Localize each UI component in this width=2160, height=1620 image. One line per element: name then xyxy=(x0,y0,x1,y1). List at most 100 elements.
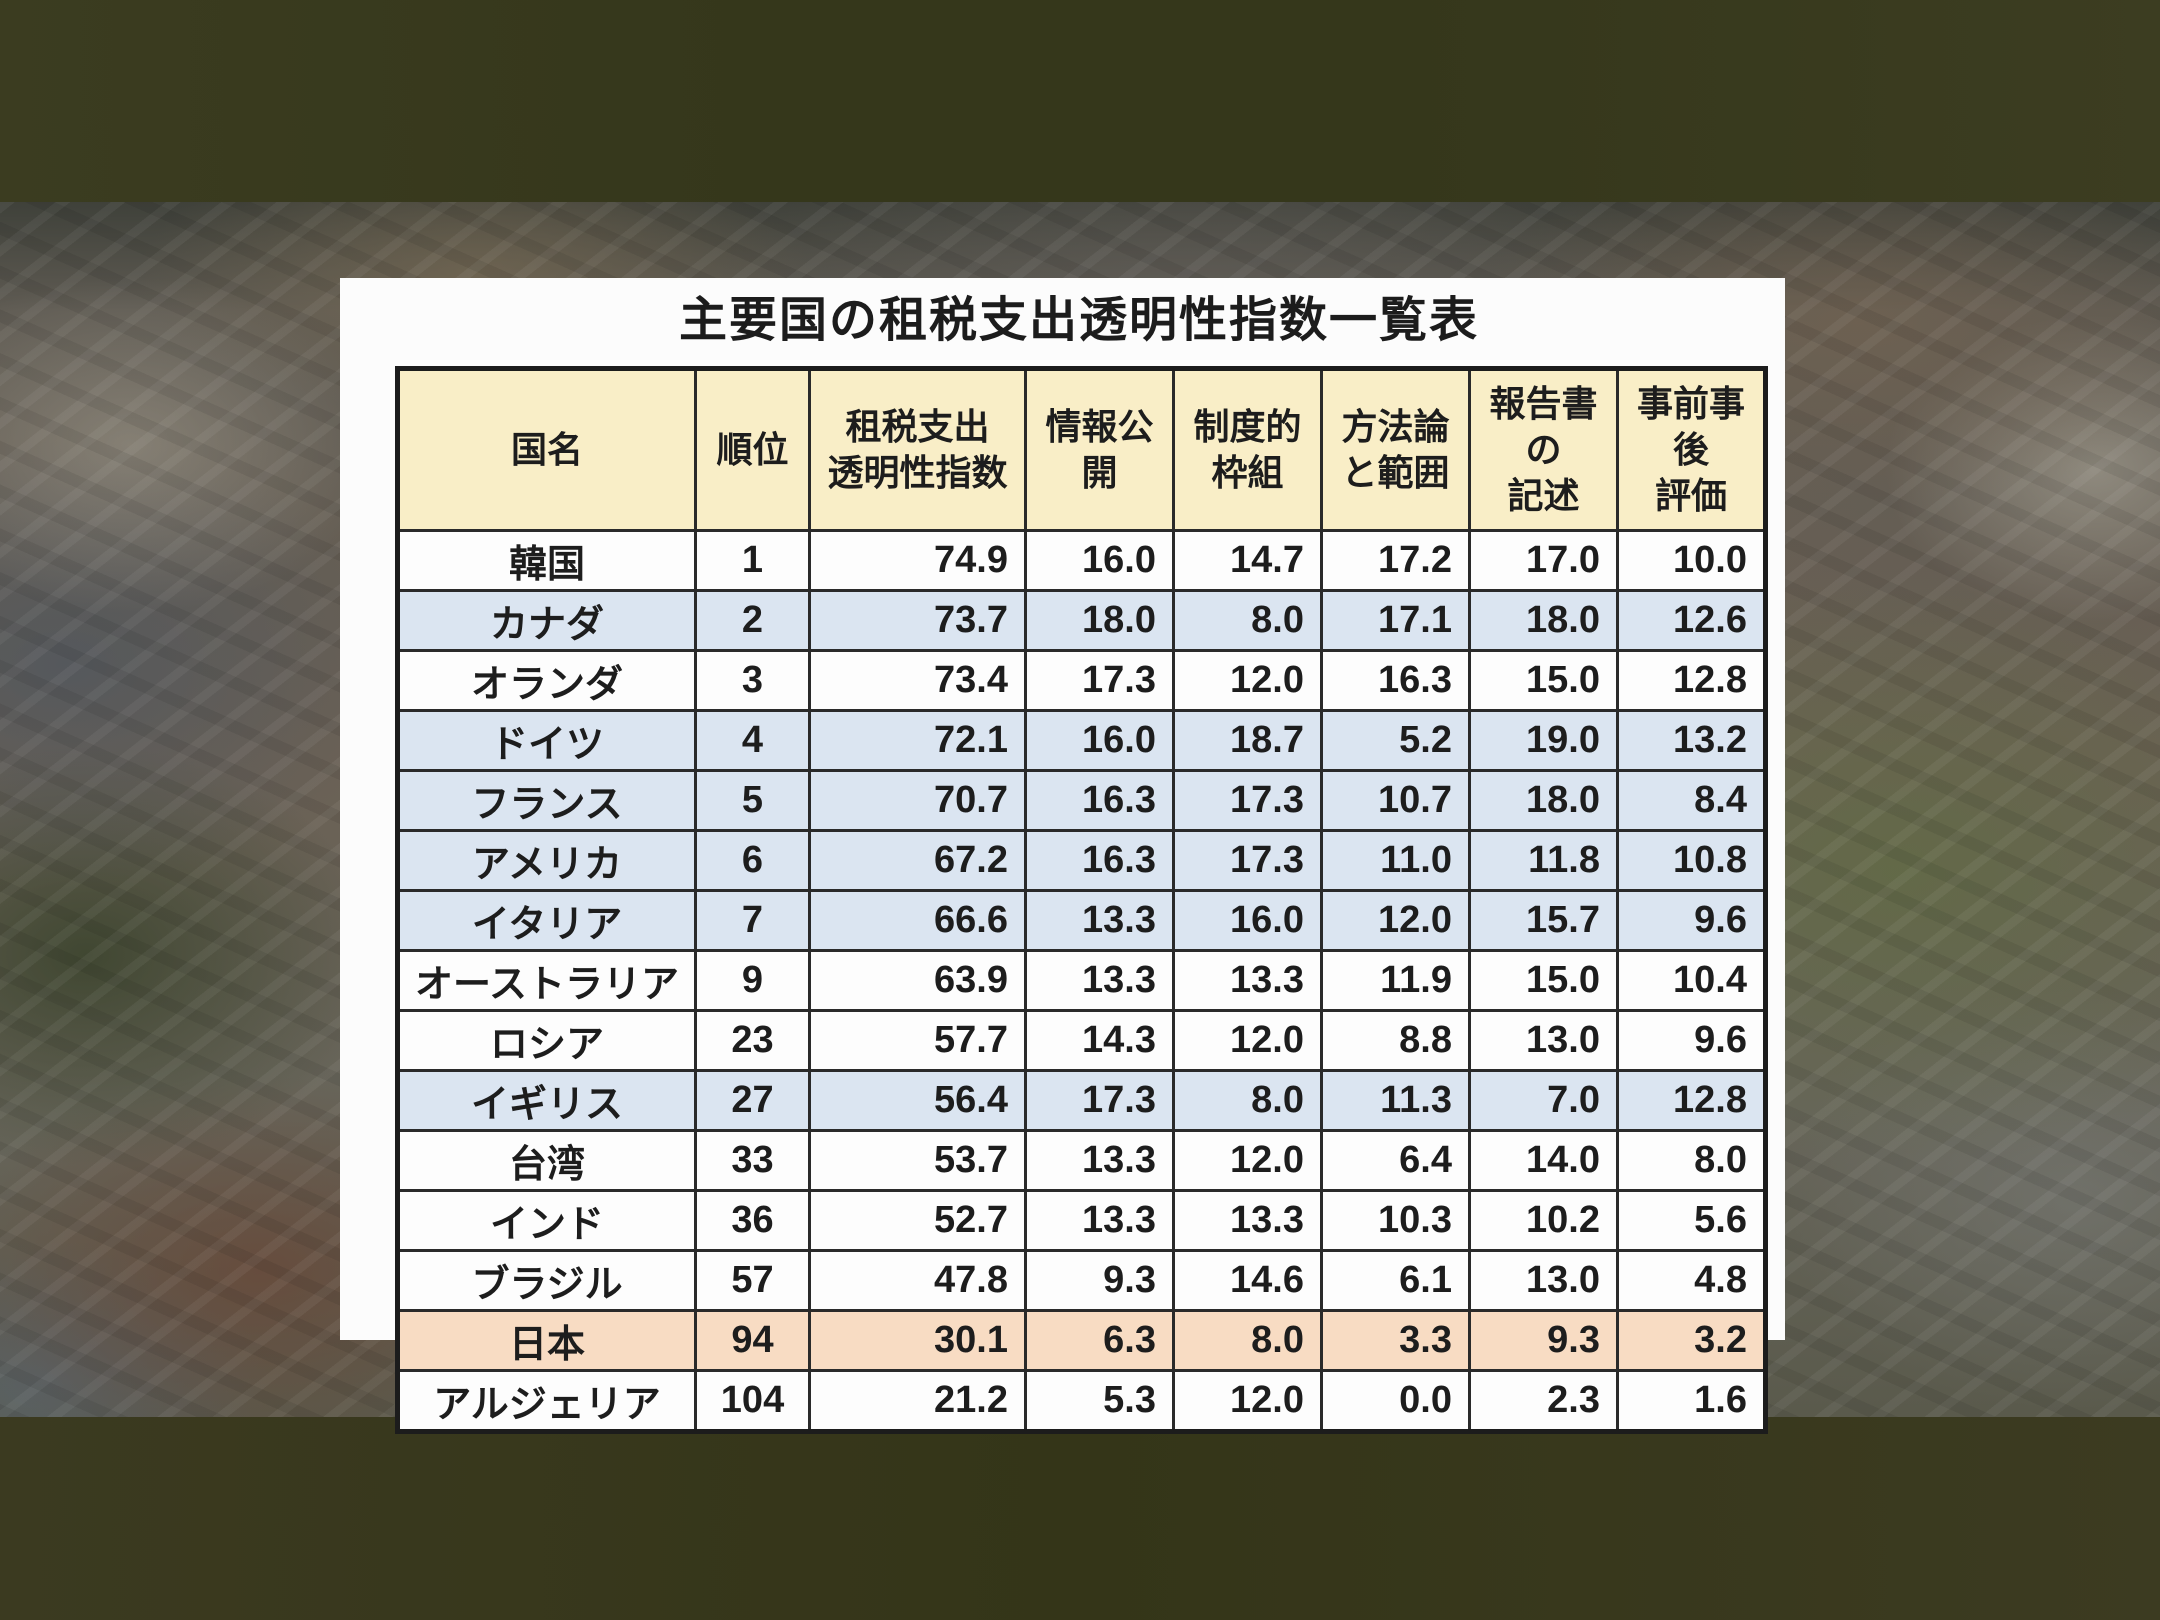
cell-evaluation: 8.0 xyxy=(1616,1129,1767,1192)
cell-disclosure: 16.0 xyxy=(1024,529,1175,592)
cell-methodology: 11.3 xyxy=(1320,1069,1471,1132)
cell-index: 72.1 xyxy=(808,709,1027,772)
cell-country: アメリカ xyxy=(396,829,697,892)
cell-index: 47.8 xyxy=(808,1249,1027,1312)
cell-disclosure: 16.3 xyxy=(1024,829,1175,892)
table-row-オーストラリア: オーストラリア 9 63.9 13.3 13.3 11.9 15.0 10.4 xyxy=(396,949,1767,1012)
cell-rank: 5 xyxy=(694,769,811,832)
cell-index: 73.7 xyxy=(808,589,1027,652)
cell-framework: 13.3 xyxy=(1172,1189,1323,1252)
cell-rank: 7 xyxy=(694,889,811,952)
cell-rank: 104 xyxy=(694,1369,811,1433)
cell-evaluation: 4.8 xyxy=(1616,1249,1767,1312)
cell-rank: 23 xyxy=(694,1009,811,1072)
cell-methodology: 17.2 xyxy=(1320,529,1471,592)
cell-rank: 57 xyxy=(694,1249,811,1312)
table-row-台湾: 台湾 33 53.7 13.3 12.0 6.4 14.0 8.0 xyxy=(396,1129,1767,1192)
cell-framework: 8.0 xyxy=(1172,589,1323,652)
table-card: 主要国の租税支出透明性指数一覧表 国名 順位 租税支出 透明性指数 情報公開 制度的 枠組方… xyxy=(340,278,1785,1434)
cell-index: 53.7 xyxy=(808,1129,1027,1192)
cell-rank: 2 xyxy=(694,589,811,652)
cell-report: 7.0 xyxy=(1468,1069,1619,1132)
cell-rank: 27 xyxy=(694,1069,811,1132)
cell-rank: 1 xyxy=(694,529,811,592)
top-letterbox xyxy=(0,0,2160,202)
table-header-row: 国名 順位 租税支出 透明性指数 情報公開 制度的 枠組 方法論 と範囲 報告書の 記述 事前事後 評価 xyxy=(396,367,1767,532)
table-row-日本: 日本 94 30.1 6.3 8.0 3.3 9.3 3.2 xyxy=(396,1309,1767,1372)
cell-framework: 18.7 xyxy=(1172,709,1323,772)
table-row-オランダ: オランダ 3 73.4 17.3 12.0 16.3 15.0 12.8 xyxy=(396,649,1767,712)
cell-country: アルジェリア xyxy=(396,1369,697,1433)
cell-evaluation: 9.6 xyxy=(1616,1009,1767,1072)
cell-framework: 14.6 xyxy=(1172,1249,1323,1312)
cell-framework: 8.0 xyxy=(1172,1069,1323,1132)
cell-index: 21.2 xyxy=(808,1369,1027,1433)
cell-report: 14.0 xyxy=(1468,1129,1619,1192)
table-row-イタリア: イタリア 7 66.6 13.3 16.0 12.0 15.7 9.6 xyxy=(396,889,1767,952)
cell-index: 57.7 xyxy=(808,1009,1027,1072)
cell-country: ドイツ xyxy=(396,709,697,772)
table-row-ブラジル: ブラジル 57 47.8 9.3 14.6 6.1 13.0 4.8 xyxy=(396,1249,1767,1312)
cell-evaluation: 8.4 xyxy=(1616,769,1767,832)
bottom-letterbox xyxy=(0,1417,2160,1620)
cell-country: 日本 xyxy=(396,1309,697,1372)
cell-index: 67.2 xyxy=(808,829,1027,892)
cell-framework: 12.0 xyxy=(1172,1369,1323,1433)
cell-report: 18.0 xyxy=(1468,769,1619,832)
cell-evaluation: 3.2 xyxy=(1616,1309,1767,1372)
column-header-country: 国名 xyxy=(396,367,697,532)
cell-disclosure: 13.3 xyxy=(1024,1129,1175,1192)
column-header-rank: 順位 xyxy=(694,367,811,532)
table-row-アメリカ: アメリカ 6 67.2 16.3 17.3 11.0 11.8 10.8 xyxy=(396,829,1767,892)
cell-framework: 12.0 xyxy=(1172,1009,1323,1072)
cell-disclosure: 13.3 xyxy=(1024,1189,1175,1252)
cell-rank: 33 xyxy=(694,1129,811,1192)
cell-evaluation: 10.4 xyxy=(1616,949,1767,1012)
cell-country: イギリス xyxy=(396,1069,697,1132)
cell-methodology: 5.2 xyxy=(1320,709,1471,772)
cell-report: 11.8 xyxy=(1468,829,1619,892)
cell-country: 韓国 xyxy=(396,529,697,592)
cell-evaluation: 9.6 xyxy=(1616,889,1767,952)
cell-methodology: 11.9 xyxy=(1320,949,1471,1012)
cell-methodology: 8.8 xyxy=(1320,1009,1471,1072)
cell-evaluation: 10.0 xyxy=(1616,529,1767,592)
column-header-methodology: 方法論 と範囲 xyxy=(1320,367,1471,532)
transparency-index-table: 国名 順位 租税支出 透明性指数 情報公開 制度的 枠組 方法論 と範囲 報告書の 記述 事前事後 評価… xyxy=(395,366,1768,1434)
cell-disclosure: 17.3 xyxy=(1024,649,1175,712)
table-row-イギリス: イギリス 27 56.4 17.3 8.0 11.3 7.0 12.8 xyxy=(396,1069,1767,1132)
cell-framework: 8.0 xyxy=(1172,1309,1323,1372)
cell-index: 74.9 xyxy=(808,529,1027,592)
cell-report: 17.0 xyxy=(1468,529,1619,592)
table-row-韓国: 韓国 1 74.9 16.0 14.7 17.2 17.0 10.0 xyxy=(396,529,1767,592)
cell-disclosure: 13.3 xyxy=(1024,949,1175,1012)
cell-rank: 36 xyxy=(694,1189,811,1252)
cell-country: ブラジル xyxy=(396,1249,697,1312)
cell-rank: 9 xyxy=(694,949,811,1012)
cell-disclosure: 17.3 xyxy=(1024,1069,1175,1132)
cell-disclosure: 5.3 xyxy=(1024,1369,1175,1433)
cell-index: 66.6 xyxy=(808,889,1027,952)
cell-framework: 13.3 xyxy=(1172,949,1323,1012)
column-header-evaluation: 事前事後 評価 xyxy=(1616,367,1767,532)
cell-country: 台湾 xyxy=(396,1129,697,1192)
cell-disclosure: 14.3 xyxy=(1024,1009,1175,1072)
cell-index: 30.1 xyxy=(808,1309,1027,1372)
cell-report: 10.2 xyxy=(1468,1189,1619,1252)
cell-disclosure: 16.3 xyxy=(1024,769,1175,832)
cell-report: 13.0 xyxy=(1468,1009,1619,1072)
cell-methodology: 12.0 xyxy=(1320,889,1471,952)
cell-framework: 16.0 xyxy=(1172,889,1323,952)
cell-rank: 6 xyxy=(694,829,811,892)
cell-methodology: 10.3 xyxy=(1320,1189,1471,1252)
table-row-フランス: フランス 5 70.7 16.3 17.3 10.7 18.0 8.4 xyxy=(396,769,1767,832)
cell-country: ロシア xyxy=(396,1009,697,1072)
cell-rank: 94 xyxy=(694,1309,811,1372)
cell-evaluation: 13.2 xyxy=(1616,709,1767,772)
cell-methodology: 6.4 xyxy=(1320,1129,1471,1192)
cell-report: 2.3 xyxy=(1468,1369,1619,1433)
cell-evaluation: 12.8 xyxy=(1616,649,1767,712)
cell-index: 56.4 xyxy=(808,1069,1027,1132)
cell-country: イタリア xyxy=(396,889,697,952)
cell-disclosure: 16.0 xyxy=(1024,709,1175,772)
